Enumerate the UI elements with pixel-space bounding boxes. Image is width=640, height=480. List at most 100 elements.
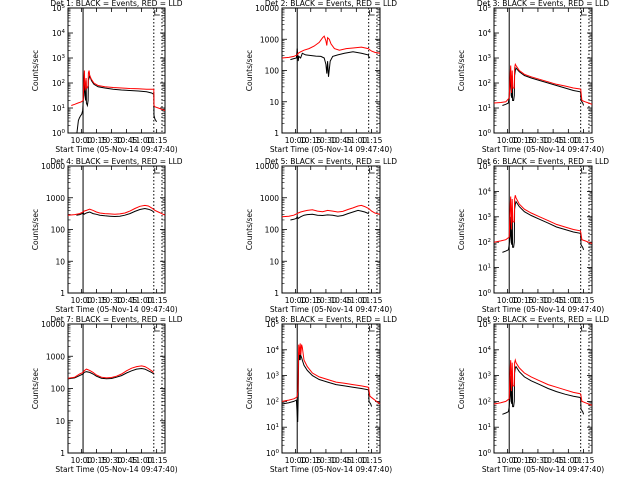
panel-8-title: Det 8: BLACK = Events, RED = LLD [265,315,397,324]
panel-3-x-tick-label: 10:00 [497,136,519,145]
panel-1-plot-frame [67,7,166,134]
panel-2-bracket-mark [369,10,375,16]
panel-7-y-tick-label: 100 [51,385,66,394]
panel-4-y-tick-label: 10000 [41,162,65,171]
panel-5-y-tick-label: 10000 [255,162,279,171]
panel-5-y-axis-title: Counts/sec [245,209,254,250]
panel-4-x-tick-label: 11:15 [146,296,168,305]
panel-8-x-tick-label: 10:45 [330,456,352,465]
panel-1-x-tick-label: 10:45 [116,136,138,145]
panel-5-y-tick-label: 1000 [260,194,279,203]
panel-7-x-axis-title: Start Time (05-Nov-14 09:47:40) [55,465,177,474]
panel-8-x-tick-label: 10:30 [315,456,337,465]
panel-1-x-tick-label: 11:00 [131,136,153,145]
panel-6-y-tick-label: 103 [478,213,492,222]
panel-8-y-tick-label: 101 [266,423,279,432]
panel-3-bracket-mark [581,10,587,16]
panel-3-y-tick-label: 105 [478,4,492,13]
panel-8-y-axis-title: Counts/sec [245,368,254,409]
panel-3-x-tick-label: 10:30 [527,136,549,145]
panel-4-series-lld [67,204,166,216]
panel-7-title: Det 7: BLACK = Events, RED = LLD [50,315,182,324]
panel-9-title: Det 9: BLACK = Events, RED = LLD [477,315,609,324]
panel-6-y-axis-title: Counts/sec [457,209,466,250]
panel-6-x-tick-label: 10:15 [512,296,534,305]
panel-6-y-tick-label: 102 [478,238,491,247]
panel-7-y-tick-label: 1 [60,449,65,458]
panel-9-x-tick-label: 10:15 [512,456,534,465]
panel-6-x-tick-label: 10:00 [497,296,519,305]
panel-7-x-tick-label: 11:00 [131,456,153,465]
panel-3-y-tick-label: 101 [478,104,491,113]
panel-8-x-axis-title: Start Time (05-Nov-14 09:47:40) [270,465,392,474]
panel-1-x-tick-label: 10:30 [101,136,123,145]
panel-1-bracket-mark [154,10,160,16]
panel-3-x-tick-label: 10:15 [512,136,534,145]
panel-1-y-tick-label: 104 [52,29,66,38]
panel-6-y-tick-label: 105 [478,162,492,171]
panel-3-plot-frame [493,7,593,134]
panel-2-x-tick-label: 10:30 [315,136,337,145]
panel-9-x-tick-label: 10:00 [497,456,519,465]
panel-3-x-tick-label: 11:15 [573,136,595,145]
panel-2-y-tick-label: 1000 [260,35,279,44]
panel-4-y-tick-label: 100 [51,226,66,235]
panel-3-series-lld [493,62,593,105]
panel-9-y-axis-title: Counts/sec [457,368,466,409]
panel-2-y-axis-title: Counts/sec [245,50,254,91]
panel-1-y-tick-label: 103 [52,54,66,63]
panel-4-x-tick-label: 10:00 [71,296,93,305]
panel-8-bracket-mark [369,326,375,332]
panel-8-y-tick-label: 100 [266,449,280,458]
panel-9-bracket-mark [581,326,587,332]
panel-6-bracket-mark [581,168,587,174]
panel-6-y-tick-label: 104 [478,187,492,196]
panel-1-title: Det 1: BLACK = Events, RED = LLD [50,0,182,8]
panel-9-y-tick-label: 101 [478,423,491,432]
panel-3-x-axis-title: Start Time (05-Nov-14 09:47:40) [482,145,604,154]
panel-2-y-tick-label: 10000 [255,4,279,13]
panel-9-y-tick-label: 103 [478,372,492,381]
panel-8-plot-frame [281,323,381,454]
panel-7-x-tick-label: 10:45 [116,456,138,465]
panel-6-x-tick-label: 10:30 [527,296,549,305]
panel-9-y-tick-label: 105 [478,320,492,329]
panel-5-y-tick-label: 10 [269,257,279,266]
panel-9-series-events [502,365,585,415]
panel-1-y-tick-label: 102 [52,79,65,88]
panel-7-x-tick-label: 11:15 [146,456,168,465]
panel-6-series-lld [493,195,593,244]
panel-5-series-lld [281,204,381,218]
panel-4-y-tick-label: 1 [60,289,65,298]
panel-1-series-events [74,73,158,134]
panel-9-x-tick-label: 10:45 [542,456,564,465]
panel-9-y-tick-label: 104 [478,346,492,355]
panel-2-x-tick-label: 11:15 [361,136,383,145]
panel-2-y-tick-label: 1 [274,129,279,138]
panel-2-x-tick-label: 10:00 [285,136,307,145]
panel-3-title: Det 3: BLACK = Events, RED = LLD [477,0,609,8]
panel-2-series-lld [281,35,381,59]
panel-4-title: Det 4: BLACK = Events, RED = LLD [50,157,182,166]
panel-1-series-lld [71,70,166,111]
panel-6-x-tick-label: 11:15 [573,296,595,305]
panel-8-y-tick-label: 103 [266,372,280,381]
panel-8-series-events [281,352,373,423]
panel-4-y-tick-label: 10 [55,257,65,266]
panel-1-y-tick-label: 101 [52,104,65,113]
panel-5-y-tick-label: 1 [274,289,279,298]
panel-8-x-tick-label: 11:15 [361,456,383,465]
panel-8-y-tick-label: 102 [266,397,279,406]
panel-4-x-tick-label: 11:00 [131,296,153,305]
panel-7-x-tick-label: 10:15 [86,456,108,465]
panel-1-x-axis-title: Start Time (05-Nov-14 09:47:40) [55,145,177,154]
panel-2-title: Det 2: BLACK = Events, RED = LLD [265,0,397,8]
panel-5-x-tick-label: 10:45 [330,296,352,305]
panel-5-x-tick-label: 10:00 [285,296,307,305]
panel-8-y-tick-label: 105 [266,320,280,329]
panel-6-plot-frame [493,165,593,294]
panel-7-bracket-mark [154,326,160,332]
panel-3-y-tick-label: 100 [478,129,492,138]
panel-6-x-tick-label: 10:45 [542,296,564,305]
panel-4-series-events [76,207,155,218]
